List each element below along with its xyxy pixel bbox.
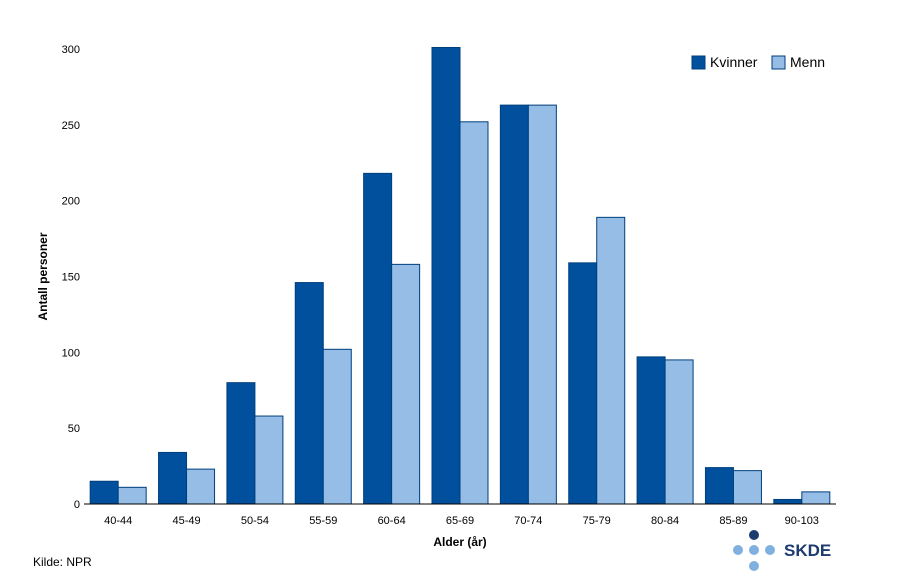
skde-logo: SKDE [733,530,831,571]
y-tick-label: 300 [62,44,80,56]
x-tick-label: 70-74 [514,515,542,527]
bar-kvinner-65-69 [431,46,461,505]
bar-menn-65-69 [459,121,489,505]
bars-group [89,46,831,505]
x-tick-label: 65-69 [446,515,474,527]
bar-kvinner-50-54 [226,382,256,505]
logo-dot-bottom [749,561,759,571]
bar-menn-40-44 [117,486,147,505]
logo-dot-left [733,545,743,555]
y-tick-label: 250 [62,120,80,132]
y-tick-label: 50 [68,423,80,435]
bar-kvinner-60-64 [363,172,393,505]
y-tick-label: 200 [62,196,80,208]
x-tick-label: 80-84 [651,515,679,527]
x-tick-label: 50-54 [241,515,269,527]
logo-dot-center [749,545,759,555]
bar-kvinner-70-74 [499,104,529,505]
bar-menn-60-64 [391,263,421,505]
bar-menn-80-84 [664,359,694,505]
x-tick-label: 60-64 [378,515,406,527]
legend-label-kvinner: Kvinner [710,54,758,70]
logo-dot-right [765,545,775,555]
x-tick-label: 75-79 [583,515,611,527]
x-ticks: 40-44 45-49 50-54 55-59 60-64 65-69 70-74 75-79… [104,515,819,527]
bar-menn-50-54 [254,415,284,505]
x-tick-label: 85-89 [719,515,747,527]
legend: Kvinner Menn [691,54,825,70]
bar-menn-70-74 [527,104,557,505]
legend-swatch-kvinner [691,55,706,70]
x-tick-label: 55-59 [309,515,337,527]
bar-kvinner-40-44 [89,480,119,505]
bar-menn-75-79 [596,216,626,505]
x-axis-title: Alder (år) [433,535,486,549]
logo-text: SKDE [784,541,831,560]
y-ticks: 0 50 100 150 200 250 300 [62,44,80,511]
y-tick-label: 150 [62,272,80,284]
bar-kvinner-85-89 [704,467,734,505]
legend-swatch-menn [771,55,786,70]
y-axis-title: Antall personer [36,232,50,320]
source-note: Kilde: NPR [33,555,92,569]
bar-menn-90-103 [801,491,831,505]
bar-kvinner-80-84 [636,356,666,505]
bar-menn-45-49 [186,468,216,505]
bar-kvinner-55-59 [294,282,324,505]
bar-menn-85-89 [732,470,762,505]
x-tick-label: 90-103 [785,515,819,527]
y-tick-label: 0 [74,499,80,511]
bar-kvinner-75-79 [568,262,598,505]
logo-dot-top [749,530,759,540]
bar-menn-55-59 [322,348,352,505]
x-tick-label: 40-44 [104,515,132,527]
bar-kvinner-90-103 [773,498,803,505]
x-tick-label: 45-49 [172,515,200,527]
y-tick-label: 100 [62,347,80,359]
legend-label-menn: Menn [790,54,825,70]
bar-kvinner-45-49 [158,451,188,505]
